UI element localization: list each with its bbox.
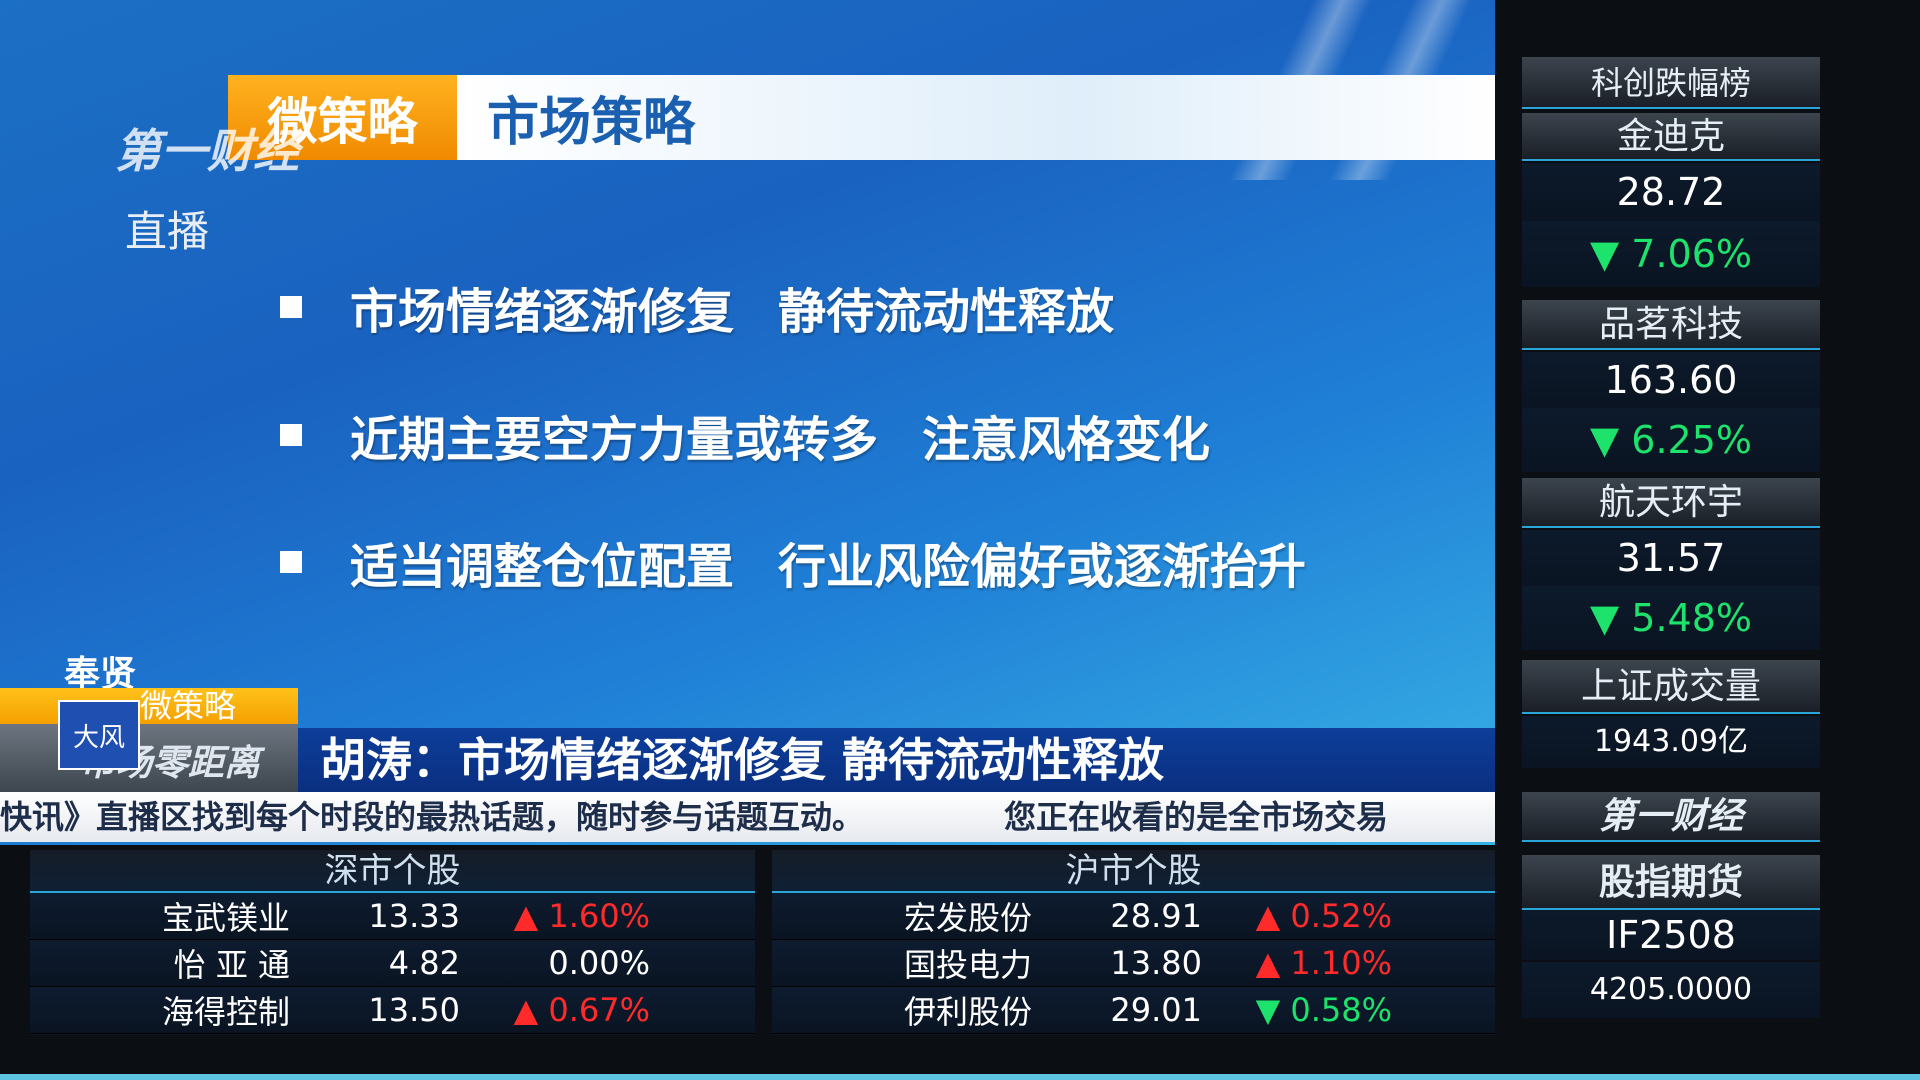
sh-volume-title: 上证成交量 xyxy=(1522,660,1820,714)
stock-name: 品茗科技 xyxy=(1522,300,1820,350)
table-row: 伊利股份 29.01 ▼ 0.58% xyxy=(772,987,1495,1034)
bottom-strip xyxy=(0,1074,1920,1080)
shanghai-stocks-table: 沪市个股 宏发股份 28.91 ▲ 0.52% 国投电力 13.80 ▲ 1.10% 伊… xyxy=(772,850,1495,1035)
video-area: 微策略 市场策略 第一财经 直播 市场情绪逐渐修复 静待流动性释放 近期主要空方力… xyxy=(0,0,1495,845)
side-channel-logo: 第一财经 xyxy=(1522,792,1820,842)
shenzhen-stocks-table: 深市个股 宝武镁业 13.33 ▲ 1.60% 怡 亚 通 4.82 0.00% 海得控… xyxy=(30,850,755,1035)
program-logo: 市场零距离 xyxy=(0,724,298,792)
star-losers-title: 科创跌幅榜 xyxy=(1522,57,1820,109)
bullet-square-icon xyxy=(280,296,302,318)
stock-name: 金迪克 xyxy=(1522,113,1820,161)
bullet-square-icon xyxy=(280,424,302,446)
futures-title: 股指期货 xyxy=(1522,855,1820,910)
stock-change: ▼ 5.48% xyxy=(1522,586,1820,650)
bullet-2: 近期主要空方力量或转多 注意风格变化 xyxy=(280,400,1210,470)
live-label: 直播 xyxy=(125,207,210,256)
stock-price: 163.60 xyxy=(1522,352,1820,408)
table-title: 沪市个股 xyxy=(772,850,1495,893)
table-row: 宝武镁业 13.33 ▲ 1.60% xyxy=(30,893,755,940)
header-tag: 微策略 xyxy=(228,75,457,160)
table-title: 深市个股 xyxy=(30,850,755,893)
bullet-1: 市场情绪逐渐修复 静待流动性释放 xyxy=(280,272,1114,342)
wind-badge-icon: 大风 xyxy=(58,700,140,770)
bullet-square-icon xyxy=(280,551,302,573)
sh-volume-value: 1943.09亿 xyxy=(1522,716,1820,768)
table-row: 怡 亚 通 4.82 0.00% xyxy=(30,940,755,987)
stock-name: 航天环宇 xyxy=(1522,478,1820,528)
header-title: 市场策略 xyxy=(457,75,1495,160)
stock-change: ▼ 7.06% xyxy=(1522,221,1820,287)
headline: 胡涛：市场情绪逐渐修复 静待流动性释放 xyxy=(298,728,1495,792)
stock-change: ▼ 6.25% xyxy=(1522,408,1820,472)
stock-price: 28.72 xyxy=(1522,163,1820,221)
table-row: 宏发股份 28.91 ▲ 0.52% xyxy=(772,893,1495,940)
futures-code: IF2508 xyxy=(1522,910,1820,960)
bullet-3: 适当调整仓位配置 行业风险偏好或逐渐抬升 xyxy=(280,527,1306,597)
channel-logo: 第一财经 xyxy=(115,124,299,178)
futures-value: 4205.0000 xyxy=(1522,962,1820,1018)
table-row: 海得控制 13.50 ▲ 0.67% xyxy=(30,987,755,1034)
news-ticker: 快讯》直播区找到每个时段的最热话题，随时参与话题互动。 您正在收看的是全市场交易 xyxy=(0,792,1495,842)
stock-price: 31.57 xyxy=(1522,530,1820,586)
lower-third-tag: 微策略 xyxy=(0,688,298,724)
table-row: 国投电力 13.80 ▲ 1.10% xyxy=(772,940,1495,987)
